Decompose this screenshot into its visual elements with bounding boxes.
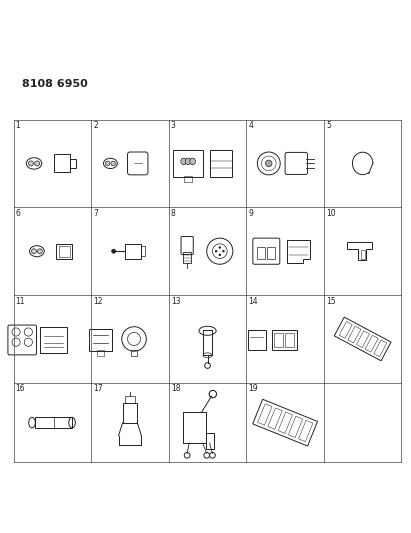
- Circle shape: [215, 250, 217, 253]
- Bar: [278, 412, 293, 433]
- Text: 7: 7: [93, 209, 98, 218]
- Bar: [298, 421, 313, 442]
- Text: 8108 6950: 8108 6950: [22, 79, 88, 88]
- Text: 2: 2: [93, 121, 98, 130]
- Text: 9: 9: [248, 209, 253, 218]
- Ellipse shape: [181, 158, 187, 165]
- Bar: [125, 244, 141, 259]
- Bar: [334, 317, 391, 361]
- Bar: [274, 333, 283, 347]
- Bar: [56, 244, 72, 260]
- Text: 3: 3: [171, 121, 175, 130]
- Circle shape: [219, 254, 221, 256]
- Bar: [54, 155, 70, 172]
- Ellipse shape: [185, 158, 191, 165]
- Bar: [210, 150, 232, 177]
- Bar: [365, 335, 378, 352]
- Circle shape: [111, 161, 115, 166]
- Bar: [183, 413, 206, 443]
- Bar: [125, 395, 135, 403]
- Text: 8: 8: [171, 209, 175, 218]
- Bar: [360, 249, 365, 259]
- Bar: [272, 330, 297, 350]
- Bar: [141, 246, 145, 256]
- Text: 6: 6: [16, 209, 21, 218]
- Circle shape: [35, 161, 40, 166]
- Text: 12: 12: [93, 297, 103, 306]
- Circle shape: [266, 160, 272, 167]
- Bar: [97, 350, 104, 356]
- Bar: [131, 350, 137, 356]
- Text: 4: 4: [248, 121, 253, 130]
- Circle shape: [222, 250, 225, 253]
- Bar: [173, 150, 203, 177]
- Bar: [58, 246, 70, 257]
- Bar: [253, 399, 318, 446]
- Circle shape: [105, 161, 110, 166]
- Bar: [35, 417, 72, 428]
- Bar: [203, 330, 212, 356]
- Bar: [70, 159, 76, 167]
- Bar: [267, 247, 275, 259]
- Bar: [268, 408, 282, 429]
- Text: 19: 19: [248, 384, 258, 393]
- Bar: [122, 403, 137, 423]
- Bar: [356, 331, 369, 348]
- Text: 14: 14: [248, 297, 258, 306]
- Text: 13: 13: [171, 297, 180, 306]
- Text: 5: 5: [326, 121, 331, 130]
- Bar: [257, 247, 265, 259]
- Ellipse shape: [190, 158, 196, 165]
- Bar: [258, 404, 272, 425]
- Circle shape: [32, 249, 37, 254]
- Circle shape: [112, 249, 115, 253]
- Bar: [89, 329, 112, 351]
- Bar: [285, 333, 294, 347]
- Bar: [339, 321, 352, 338]
- Text: 16: 16: [16, 384, 25, 393]
- Text: 17: 17: [93, 384, 103, 393]
- Bar: [184, 176, 192, 182]
- Bar: [289, 416, 302, 438]
- Bar: [374, 340, 387, 357]
- Bar: [248, 330, 266, 350]
- Circle shape: [219, 246, 221, 249]
- Text: 11: 11: [16, 297, 25, 306]
- Text: 18: 18: [171, 384, 180, 393]
- Text: 15: 15: [326, 297, 335, 306]
- Bar: [40, 327, 67, 353]
- Bar: [348, 326, 361, 343]
- Text: 10: 10: [326, 209, 335, 218]
- Circle shape: [37, 249, 42, 254]
- Bar: [183, 253, 191, 263]
- Text: 1: 1: [16, 121, 21, 130]
- Circle shape: [28, 161, 33, 166]
- Bar: [206, 433, 214, 449]
